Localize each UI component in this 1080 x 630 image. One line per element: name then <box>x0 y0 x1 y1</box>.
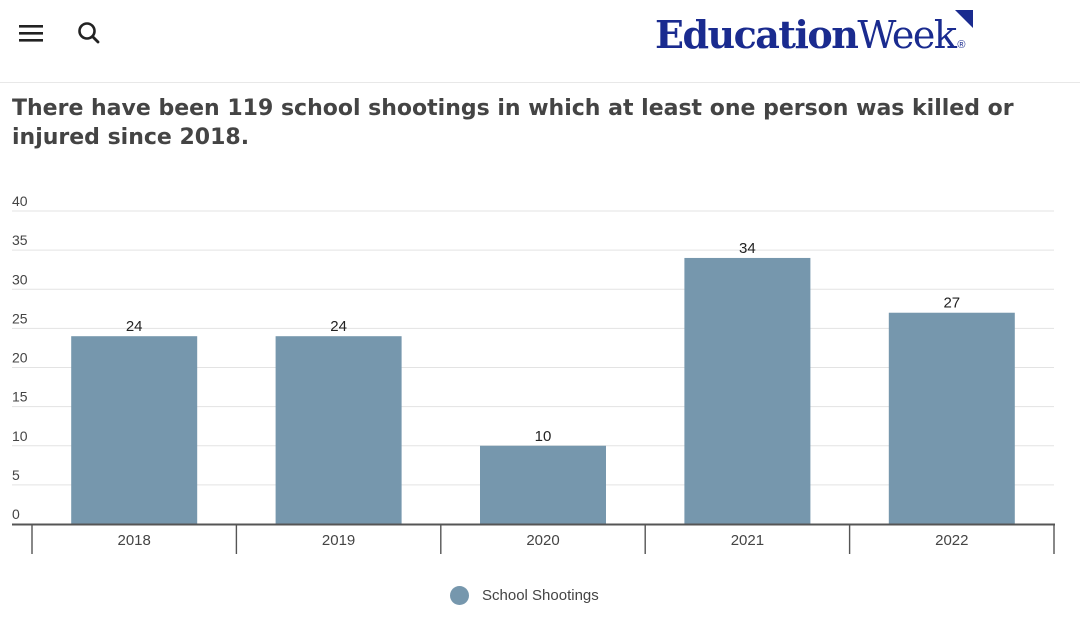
bar-2020[interactable] <box>480 445 606 524</box>
y-tick-label: 35 <box>12 232 28 248</box>
data-label-2021: 34 <box>739 240 756 257</box>
bar-2022[interactable] <box>888 312 1015 524</box>
bar-chart: 0 5 10 15 20 25 30 35 40 24 24 10 34 27 2018 2019 2020… <box>12 193 1055 554</box>
data-label-2022: 27 <box>943 295 960 312</box>
y-axis-ticks: 0 5 10 15 20 25 30 35 40 <box>12 193 28 522</box>
hamburger-menu-icon <box>19 25 43 42</box>
search-button[interactable] <box>72 16 106 50</box>
menu-button[interactable] <box>14 16 48 50</box>
y-tick-label: 40 <box>12 193 28 209</box>
search-icon <box>78 22 100 44</box>
x-tick-label-2018: 2018 <box>118 532 151 549</box>
x-tick-label-2022: 2022 <box>935 532 968 549</box>
site-header: EducationWeek ® <box>0 0 1080 83</box>
x-tick-label-2019: 2019 <box>322 532 355 549</box>
chart-legend[interactable]: School Shootings <box>450 584 599 606</box>
x-tick-label-2020: 2020 <box>526 532 559 549</box>
data-labels: 24 24 10 34 27 <box>126 240 960 445</box>
y-tick-label: 30 <box>12 271 28 287</box>
logo-text-education: Education <box>655 12 859 57</box>
legend-label-school-shootings: School Shootings <box>482 586 599 604</box>
chart-headline: There have been 119 school shootings in … <box>12 96 1014 150</box>
legend-swatch-school-shootings <box>450 585 469 605</box>
x-tick-label-2021: 2021 <box>731 532 764 549</box>
y-tick-label: 15 <box>12 389 28 405</box>
bar-2021[interactable] <box>684 257 811 524</box>
y-tick-label: 10 <box>12 428 28 444</box>
bar-2018[interactable] <box>71 336 198 524</box>
data-label-2020: 10 <box>535 428 552 445</box>
y-tick-label: 5 <box>12 467 20 483</box>
y-tick-label: 25 <box>12 310 28 326</box>
education-week-logo[interactable]: EducationWeek ® <box>655 10 973 60</box>
logo-registered-mark: ® <box>957 39 966 51</box>
y-tick-label: 20 <box>12 350 28 366</box>
x-axis: 2018 2019 2020 2021 2022 <box>12 523 1055 554</box>
data-label-2019: 24 <box>330 318 347 335</box>
logo-corner-mark-icon <box>955 10 973 28</box>
bars <box>71 257 1015 524</box>
data-label-2018: 24 <box>126 318 143 335</box>
bar-2019[interactable] <box>275 336 402 524</box>
logo-text-week: Week <box>857 13 956 57</box>
y-tick-label: 0 <box>12 506 20 522</box>
